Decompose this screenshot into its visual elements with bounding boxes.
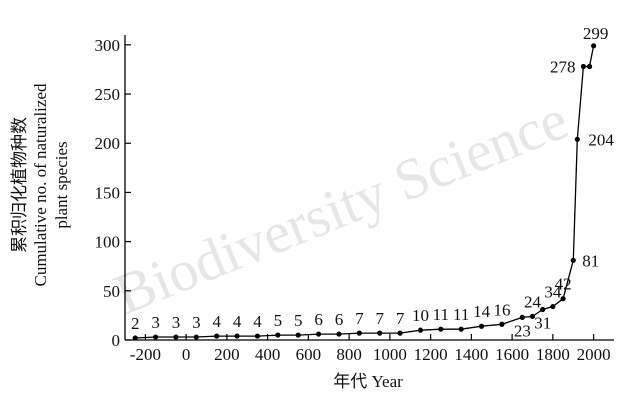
data-point bbox=[499, 321, 505, 327]
data-point bbox=[574, 136, 580, 142]
x-tick-label: 1800 bbox=[536, 345, 570, 364]
x-tick-label: 600 bbox=[296, 345, 322, 364]
data-point bbox=[193, 334, 199, 340]
data-label: 81 bbox=[582, 251, 599, 270]
data-label: 4 bbox=[212, 312, 221, 331]
y-tick-label: 50 bbox=[103, 282, 120, 301]
data-label: 5 bbox=[294, 311, 303, 330]
data-point bbox=[570, 257, 576, 263]
data-point bbox=[336, 331, 342, 337]
data-point bbox=[234, 333, 240, 339]
data-point bbox=[173, 334, 179, 340]
axes bbox=[124, 35, 614, 341]
data-label: 6 bbox=[335, 310, 344, 329]
data-label: 11 bbox=[433, 305, 449, 324]
data-label: 299 bbox=[583, 24, 609, 43]
y-tick-label: 200 bbox=[95, 134, 121, 153]
data-point bbox=[214, 333, 220, 339]
data-label: 6 bbox=[314, 310, 323, 329]
y-tick-label: 100 bbox=[95, 233, 121, 252]
x-tick-label: 1000 bbox=[373, 345, 407, 364]
data-point bbox=[580, 63, 587, 70]
y-axis-title-line-2: Cumulative no. of naturalized bbox=[31, 83, 50, 286]
data-label: 4 bbox=[233, 312, 242, 331]
data-label: 16 bbox=[493, 300, 510, 319]
data-label: 5 bbox=[274, 311, 283, 330]
y-tick-label: 0 bbox=[112, 331, 121, 350]
data-point bbox=[550, 303, 556, 310]
data-point bbox=[275, 332, 281, 338]
data-point bbox=[586, 63, 593, 70]
data-label: 7 bbox=[396, 309, 405, 328]
data-label: 42 bbox=[555, 275, 572, 294]
y-tick-label: 250 bbox=[95, 85, 121, 104]
data-point bbox=[132, 335, 138, 341]
data-point bbox=[529, 313, 536, 319]
data-point bbox=[519, 314, 525, 320]
data-point bbox=[560, 296, 566, 302]
x-tick-label: -200 bbox=[130, 345, 161, 364]
data-point bbox=[478, 323, 485, 329]
data-label: 7 bbox=[355, 309, 364, 328]
y-tick-label: 150 bbox=[95, 183, 121, 202]
x-tick-label: 400 bbox=[255, 345, 281, 364]
data-point bbox=[295, 332, 301, 338]
data-label: 14 bbox=[473, 302, 491, 321]
y-tick-label: 300 bbox=[95, 36, 121, 55]
x-tick-label: 1200 bbox=[414, 345, 448, 364]
data-label: 34 bbox=[544, 283, 562, 302]
x-tick-label: 0 bbox=[182, 345, 191, 364]
data-label: 11 bbox=[453, 305, 469, 324]
x-tick-label: 800 bbox=[336, 345, 362, 364]
x-tick-label: 2000 bbox=[577, 345, 611, 364]
data-point bbox=[438, 326, 444, 332]
data-label: 23 bbox=[514, 321, 531, 340]
x-tick-label: 1600 bbox=[495, 345, 529, 364]
data-point bbox=[356, 330, 362, 336]
data-label: 278 bbox=[550, 57, 576, 76]
data-point bbox=[397, 330, 403, 336]
data-point bbox=[254, 333, 261, 339]
data-point bbox=[152, 334, 159, 340]
data-label: 3 bbox=[192, 313, 201, 332]
data-point bbox=[458, 326, 464, 332]
data-series bbox=[132, 43, 597, 341]
data-point bbox=[591, 43, 597, 49]
x-axis-title: 年代 Year bbox=[333, 372, 403, 391]
y-axis-title: 累积归化植物种数 Cumulative no. of naturalized p… bbox=[10, 83, 71, 286]
data-label: 7 bbox=[375, 309, 384, 328]
data-point bbox=[540, 306, 546, 313]
data-point bbox=[417, 327, 424, 333]
data-labels: 2 3 3 3 4 4 4 5 5 6 6 7 7 7 10 11 11 14 162324313442812042… bbox=[131, 24, 614, 341]
x-tick-label: 200 bbox=[214, 345, 240, 364]
y-axis-title-line-1: 累积归化植物种数 bbox=[10, 117, 29, 253]
data-label: 204 bbox=[588, 130, 614, 149]
data-label: 3 bbox=[151, 313, 160, 332]
data-label: 10 bbox=[412, 306, 429, 325]
data-label: 4 bbox=[253, 312, 262, 331]
data-label: 24 bbox=[524, 292, 542, 311]
data-label: 31 bbox=[534, 314, 551, 333]
y-axis-title-line-3: plant species bbox=[52, 141, 71, 228]
data-label: 3 bbox=[172, 313, 181, 332]
watermark: Biodiversity Science bbox=[106, 86, 577, 327]
axis-ticks: 0 50 100 150 200 250 300 -200 0 200 400 600 800 1000 1… bbox=[95, 36, 611, 364]
x-tick-label: 1400 bbox=[454, 345, 488, 364]
data-point bbox=[377, 330, 383, 336]
data-label: 2 bbox=[131, 314, 140, 333]
data-point bbox=[315, 331, 322, 337]
